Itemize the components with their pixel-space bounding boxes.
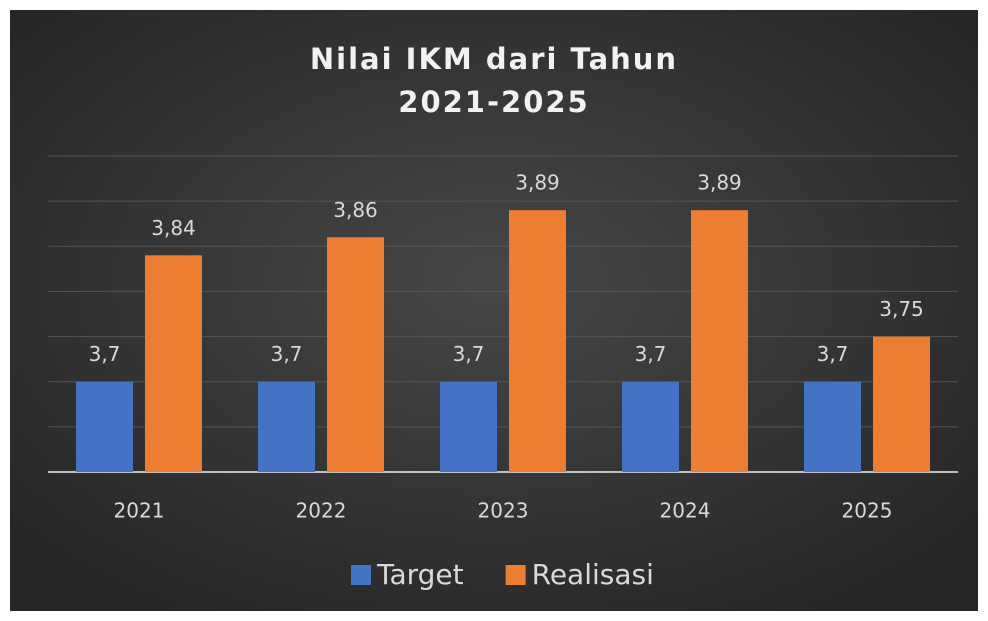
data-label: 3,86 xyxy=(333,198,378,222)
x-tick-label: 2023 xyxy=(478,499,529,523)
legend-swatch xyxy=(505,565,526,585)
legend-label: Target xyxy=(376,558,464,591)
legend-label: Realisasi xyxy=(532,558,654,591)
bar xyxy=(622,381,679,472)
legend-swatch xyxy=(351,565,371,585)
bar xyxy=(145,255,202,472)
bar xyxy=(440,381,497,472)
bar xyxy=(258,381,315,472)
data-label: 3,7 xyxy=(817,342,849,366)
bar xyxy=(509,210,566,472)
x-tick-label: 2022 xyxy=(296,499,347,523)
bar xyxy=(873,336,930,472)
data-label: 3,75 xyxy=(879,297,924,321)
bar xyxy=(691,210,748,472)
bar xyxy=(804,381,861,472)
chart-title: Nilai IKM dari Tahun 2021-2025 xyxy=(309,42,679,119)
data-label: 3,7 xyxy=(635,342,667,366)
bar xyxy=(76,381,133,472)
data-label: 3,7 xyxy=(453,342,485,366)
data-label: 3,7 xyxy=(89,342,121,366)
data-label: 3,7 xyxy=(271,342,303,366)
x-tick-label: 2021 xyxy=(114,499,165,523)
data-label: 3,84 xyxy=(151,216,196,240)
data-label: 3,89 xyxy=(697,171,742,195)
bar xyxy=(327,237,384,472)
data-label: 3,89 xyxy=(515,171,560,195)
x-tick-label: 2024 xyxy=(660,499,711,523)
x-tick-label: 2025 xyxy=(842,499,893,523)
